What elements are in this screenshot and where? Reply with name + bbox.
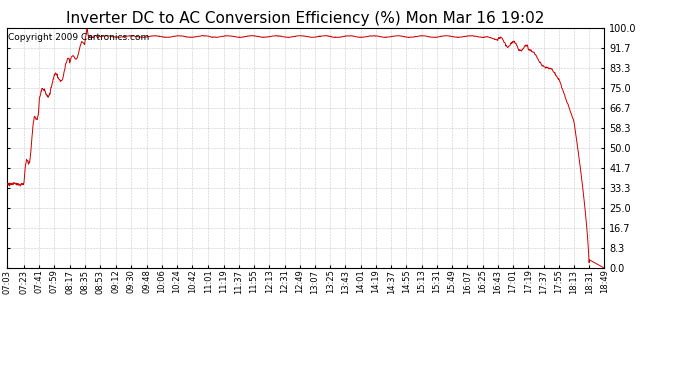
Title: Inverter DC to AC Conversion Efficiency (%) Mon Mar 16 19:02: Inverter DC to AC Conversion Efficiency … <box>66 10 545 26</box>
Text: Copyright 2009 Cartronics.com: Copyright 2009 Cartronics.com <box>8 33 149 42</box>
